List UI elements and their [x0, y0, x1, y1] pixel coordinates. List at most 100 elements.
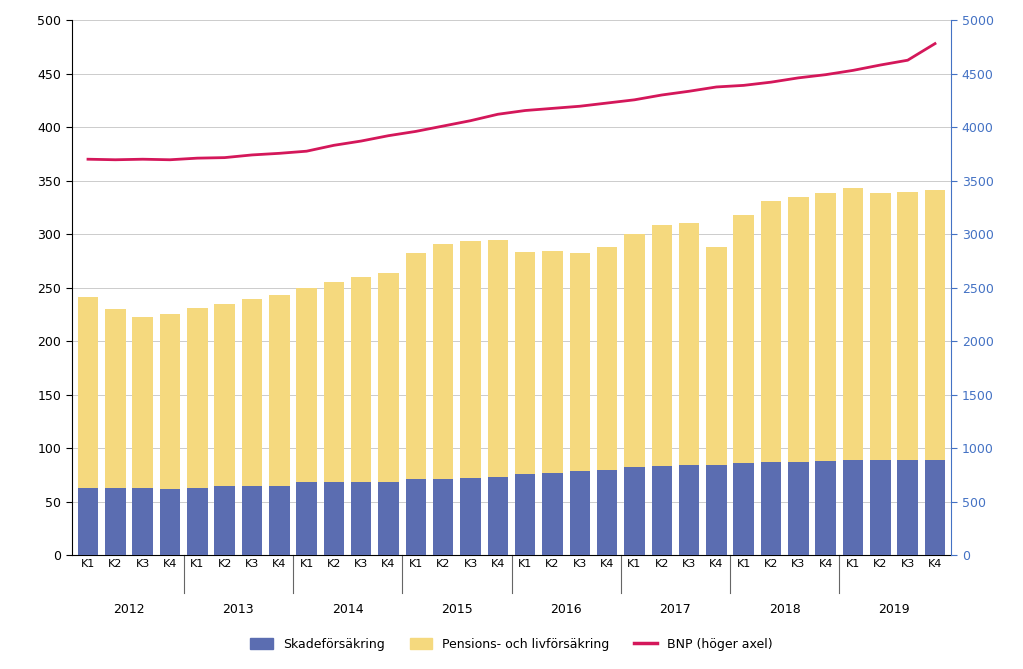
BNP (höger axel) — [519, 106, 531, 114]
Bar — [351, 277, 371, 482]
Bar — [241, 300, 262, 486]
Bar — [433, 244, 453, 479]
Bar — [433, 479, 453, 555]
Text: 2015: 2015 — [441, 603, 473, 616]
BNP (höger axel) — [765, 78, 777, 86]
Bar — [733, 215, 754, 463]
Bar — [323, 482, 344, 555]
Bar — [733, 463, 754, 555]
BNP (höger axel) — [437, 122, 449, 130]
Bar — [897, 193, 918, 460]
BNP (höger axel) — [410, 127, 422, 135]
Bar — [78, 297, 98, 488]
BNP (höger axel) — [464, 116, 477, 124]
Bar — [269, 486, 290, 555]
BNP (höger axel) — [164, 156, 176, 164]
Bar — [379, 273, 399, 482]
BNP (höger axel) — [355, 137, 367, 145]
Bar — [269, 295, 290, 486]
Bar — [488, 477, 508, 555]
Bar — [542, 473, 563, 555]
Bar — [105, 309, 126, 488]
BNP (höger axel) — [656, 91, 668, 99]
BNP (höger axel) — [683, 87, 696, 95]
Bar — [925, 460, 945, 555]
Bar — [78, 488, 98, 555]
BNP (höger axel) — [246, 151, 258, 159]
Bar — [515, 474, 535, 555]
Bar — [460, 241, 481, 478]
Bar — [570, 471, 590, 555]
Text: 2019: 2019 — [878, 603, 909, 616]
Bar — [843, 188, 863, 460]
Bar — [788, 197, 808, 462]
Bar — [596, 470, 617, 555]
Bar — [160, 489, 180, 555]
Bar — [815, 461, 836, 555]
BNP (höger axel) — [136, 155, 148, 163]
Bar — [406, 254, 427, 479]
Bar — [624, 234, 644, 468]
Bar — [679, 466, 700, 555]
Bar — [215, 304, 235, 486]
Text: 2014: 2014 — [331, 603, 363, 616]
Bar — [323, 282, 344, 482]
BNP (höger axel) — [273, 149, 285, 157]
Bar — [542, 252, 563, 473]
Bar — [515, 252, 535, 474]
Bar — [132, 316, 152, 488]
Bar — [596, 247, 617, 470]
BNP (höger axel) — [929, 39, 941, 47]
Bar — [297, 482, 317, 555]
BNP (höger axel) — [601, 99, 613, 107]
Bar — [843, 460, 863, 555]
Bar — [925, 190, 945, 460]
Bar — [297, 288, 317, 482]
Bar — [215, 486, 235, 555]
Text: 2016: 2016 — [550, 603, 582, 616]
BNP (höger axel) — [191, 154, 204, 162]
BNP (höger axel) — [327, 141, 340, 149]
Bar — [460, 478, 481, 555]
BNP (höger axel) — [109, 156, 122, 164]
Bar — [652, 466, 672, 555]
Text: 2018: 2018 — [769, 603, 801, 616]
Bar — [761, 201, 782, 462]
Bar — [488, 240, 508, 477]
BNP (höger axel) — [819, 71, 832, 79]
Bar — [679, 223, 700, 466]
BNP (höger axel) — [792, 74, 804, 82]
BNP (höger axel) — [82, 155, 94, 163]
BNP (höger axel) — [628, 96, 640, 104]
Bar — [652, 225, 672, 466]
BNP (höger axel) — [875, 61, 887, 69]
Text: 2012: 2012 — [114, 603, 145, 616]
Text: 2017: 2017 — [660, 603, 692, 616]
BNP (höger axel) — [492, 110, 504, 118]
Bar — [761, 462, 782, 555]
Bar — [570, 254, 590, 471]
BNP (höger axel) — [219, 154, 231, 162]
BNP (höger axel) — [847, 66, 859, 74]
Bar — [379, 482, 399, 555]
BNP (höger axel) — [738, 82, 750, 90]
Bar — [706, 466, 726, 555]
Bar — [871, 193, 891, 460]
Bar — [160, 314, 180, 489]
Text: 2013: 2013 — [222, 603, 254, 616]
Legend: Skadeförsäkring, Pensions- och livförsäkring, BNP (höger axel): Skadeförsäkring, Pensions- och livförsäk… — [246, 633, 777, 656]
Bar — [706, 247, 726, 466]
BNP (höger axel) — [301, 147, 313, 155]
Bar — [815, 193, 836, 461]
Bar — [624, 468, 644, 555]
BNP (höger axel) — [574, 102, 586, 110]
Bar — [897, 460, 918, 555]
BNP (höger axel) — [710, 83, 722, 91]
BNP (höger axel) — [901, 56, 914, 64]
Bar — [788, 462, 808, 555]
Bar — [132, 488, 152, 555]
Bar — [105, 488, 126, 555]
Bar — [351, 482, 371, 555]
BNP (höger axel) — [546, 104, 559, 112]
Bar — [187, 488, 208, 555]
